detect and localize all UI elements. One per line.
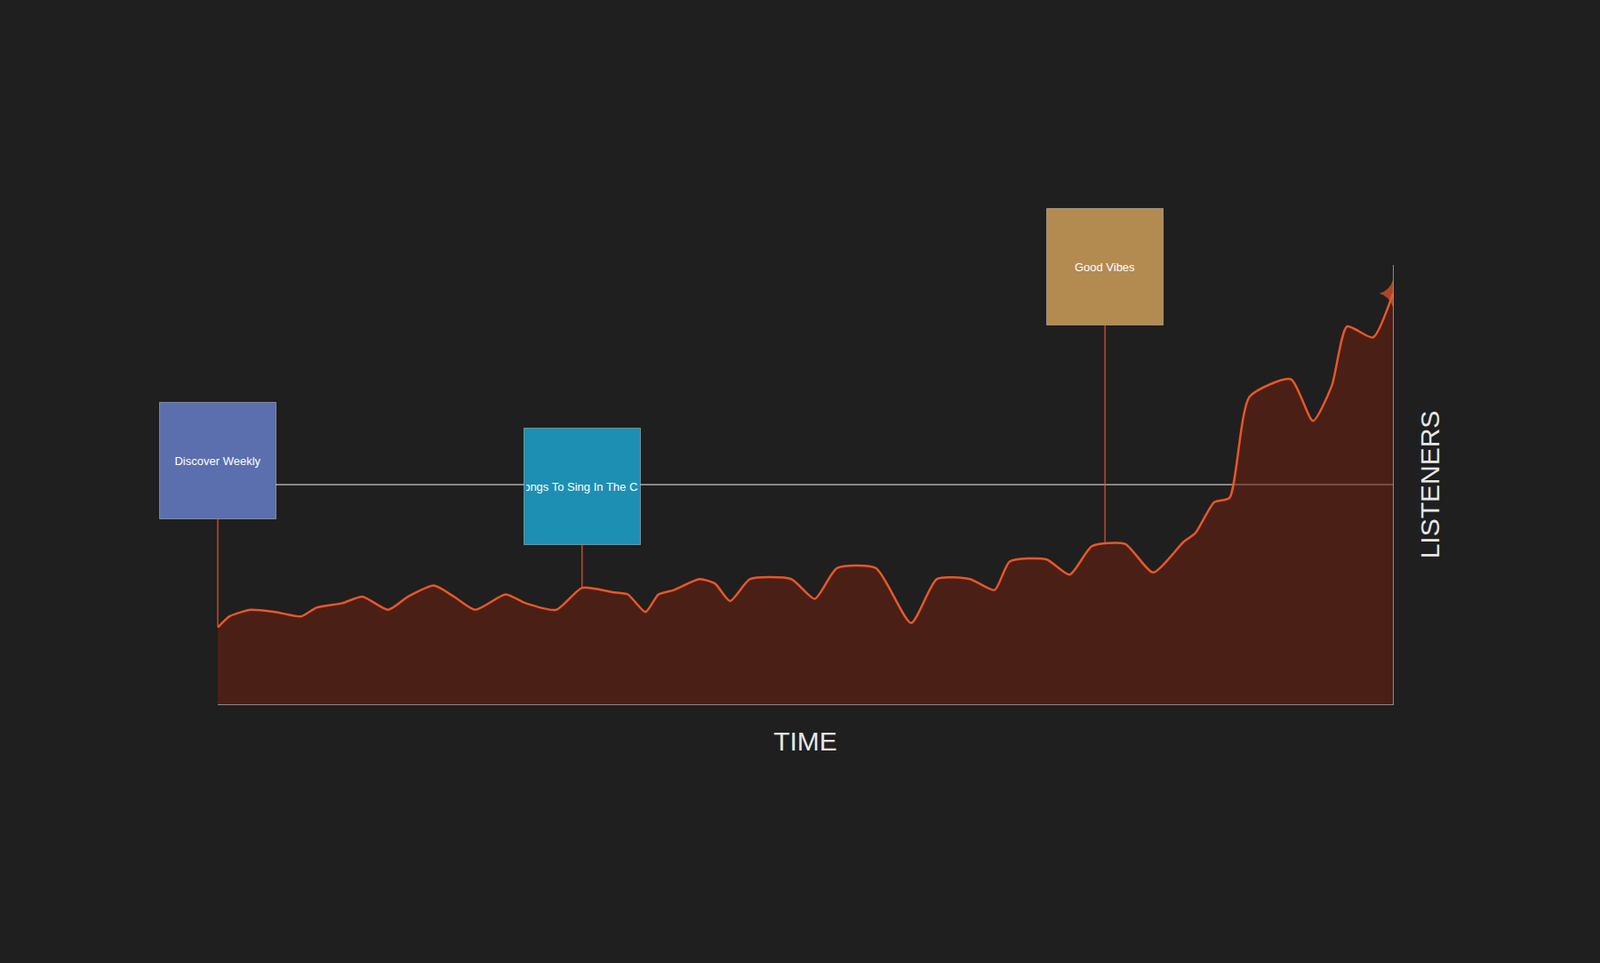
svg-text:Songs To Sing In The Car: Songs To Sing In The Car <box>526 480 639 494</box>
svg-text:Good Vibes: Good Vibes <box>1074 260 1136 274</box>
svg-text:Discover Weekly: Discover Weekly <box>174 454 261 468</box>
svg-text:TIME: TIME <box>773 726 838 756</box>
svg-text:LISTENERS: LISTENERS <box>1415 410 1445 560</box>
